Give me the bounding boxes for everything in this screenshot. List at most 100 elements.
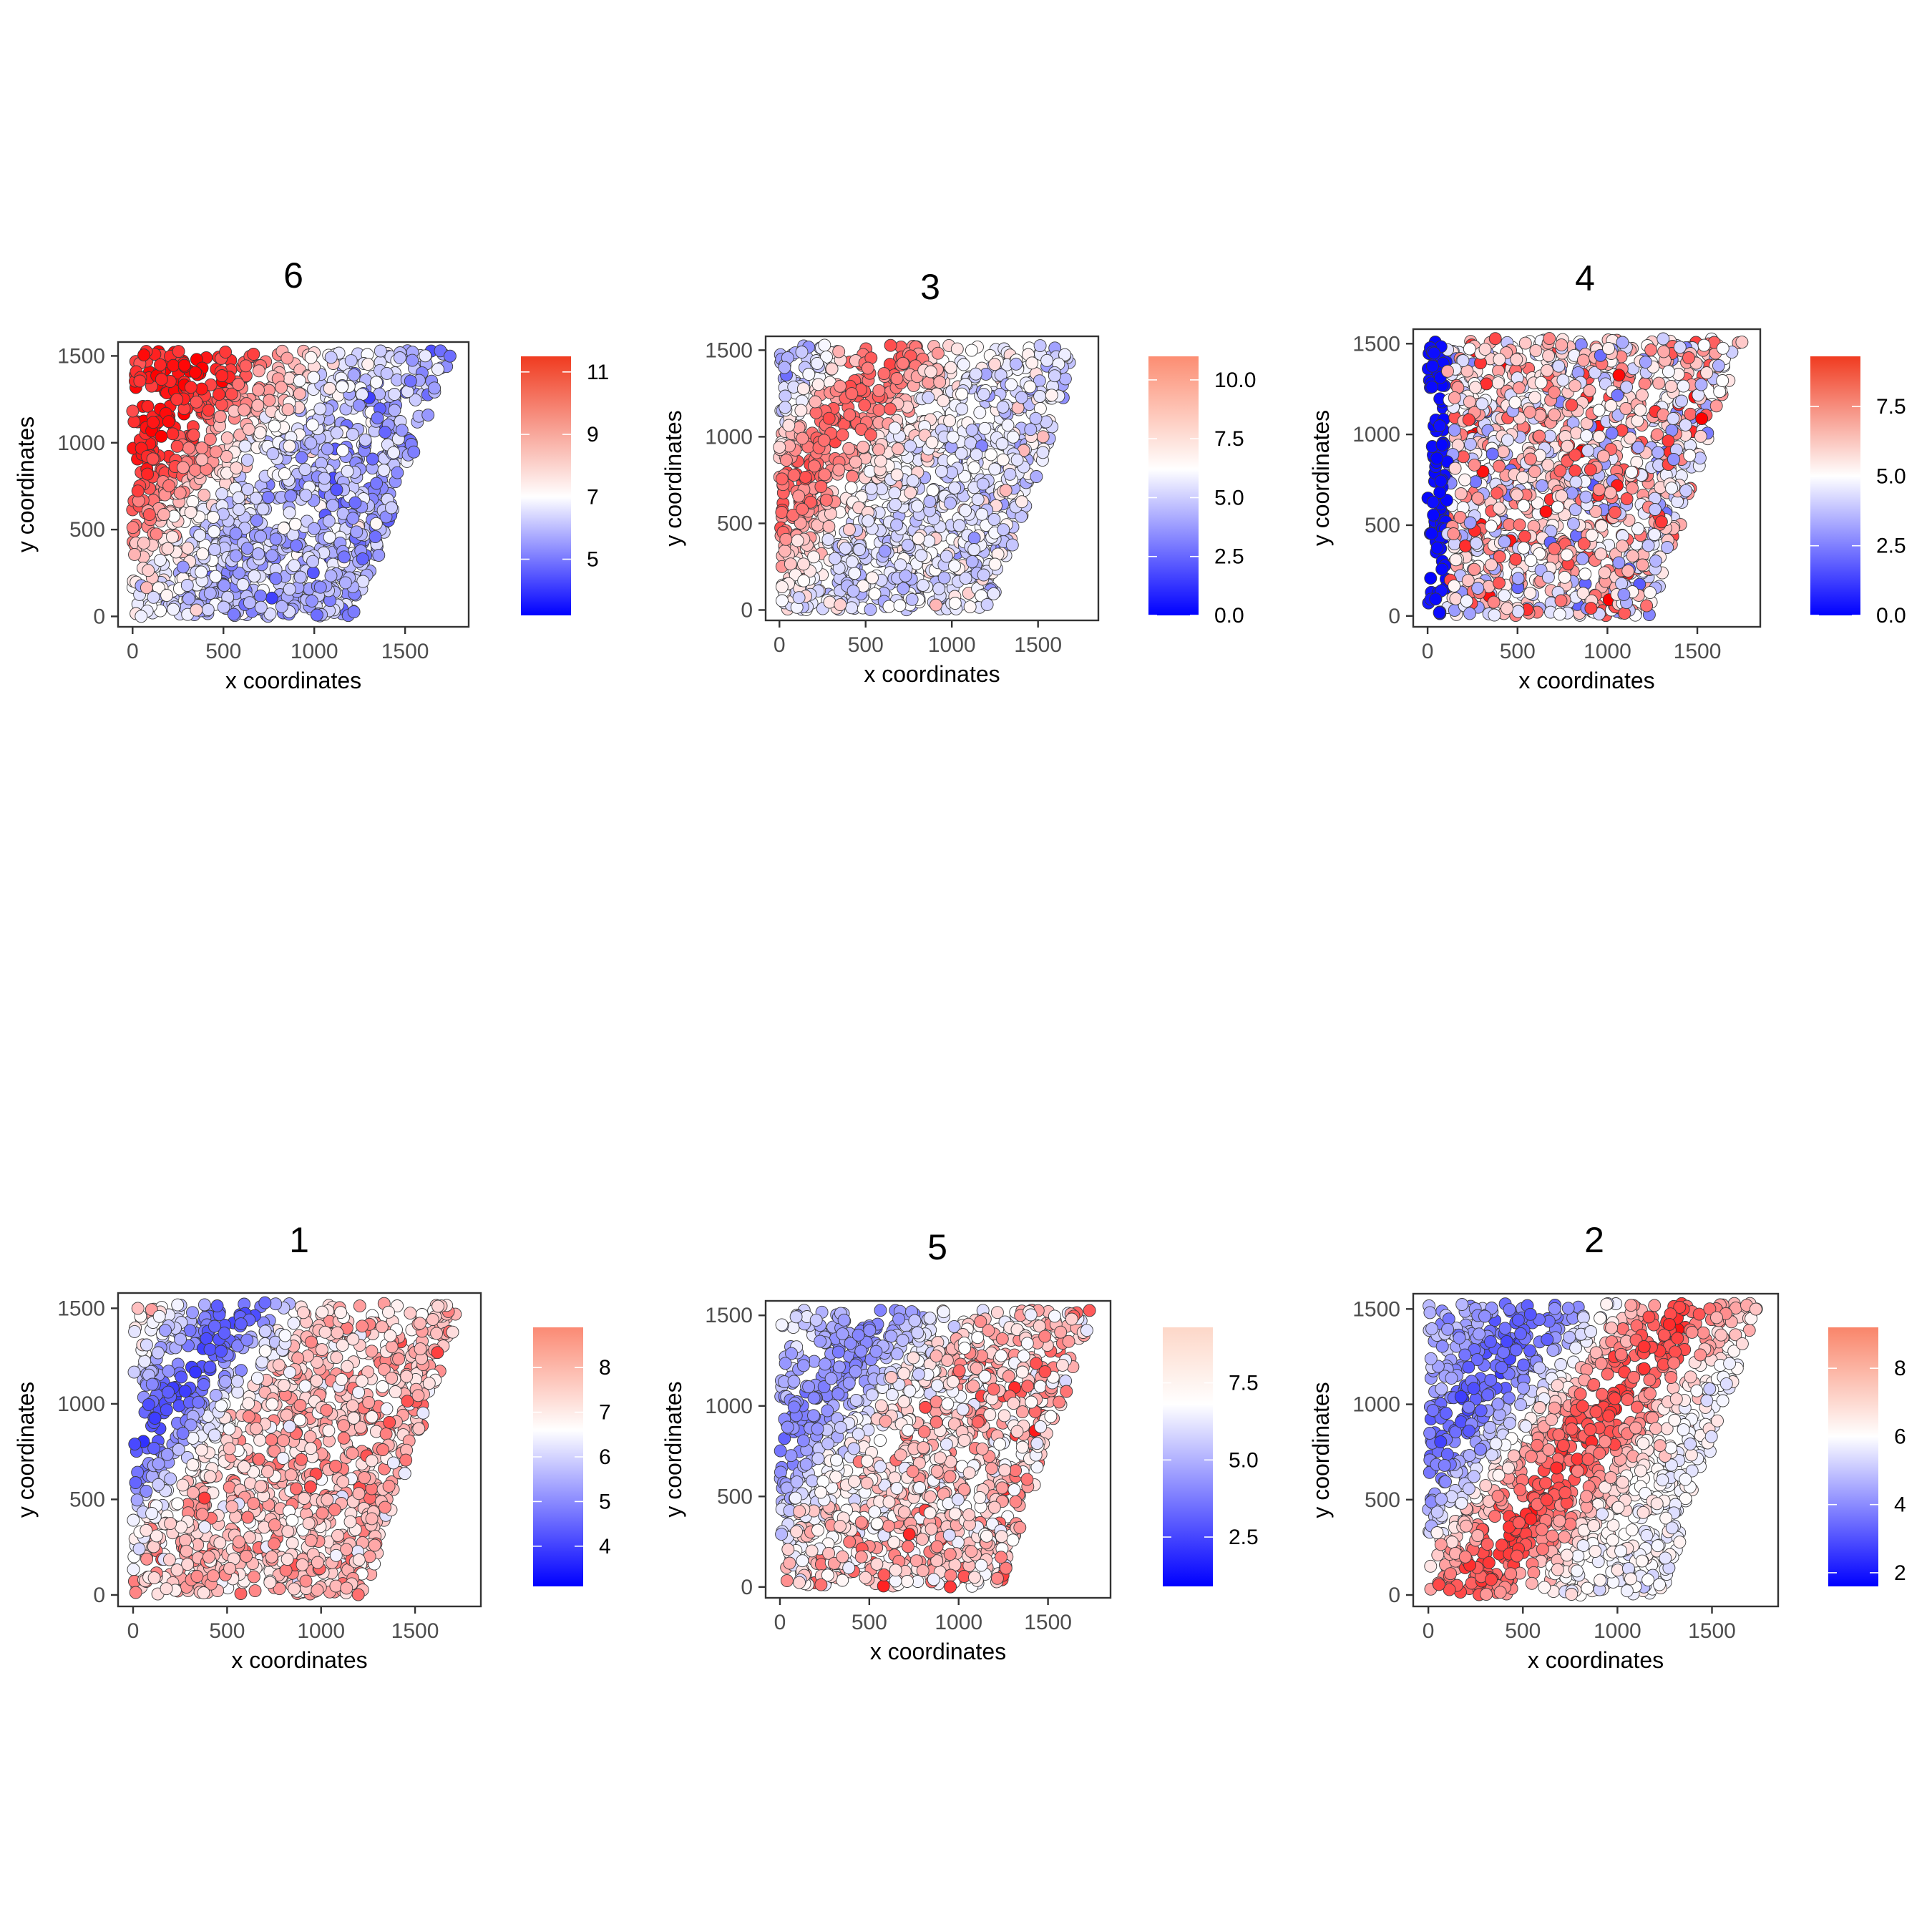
data-point	[937, 394, 950, 408]
data-point	[254, 589, 267, 602]
data-point	[155, 373, 168, 386]
data-point	[391, 466, 404, 479]
data-point	[1468, 562, 1481, 576]
data-point	[1589, 504, 1603, 518]
data-point	[1471, 582, 1485, 595]
data-point	[265, 1397, 279, 1411]
data-point	[235, 1364, 248, 1377]
data-point	[313, 580, 327, 594]
data-point	[1649, 503, 1662, 516]
data-point	[341, 464, 354, 478]
data-point	[200, 1332, 213, 1345]
data-point	[965, 555, 979, 568]
data-point	[807, 550, 821, 564]
data-point	[1463, 516, 1477, 530]
data-point	[987, 512, 1001, 526]
data-point	[404, 374, 417, 388]
data-point	[323, 381, 336, 395]
data-point	[1560, 548, 1574, 562]
data-point	[1615, 577, 1629, 590]
data-point	[140, 581, 153, 595]
data-point	[1015, 495, 1028, 509]
data-point	[971, 493, 985, 507]
data-point	[1433, 606, 1446, 620]
data-point	[984, 448, 997, 462]
data-point	[195, 565, 208, 579]
data-point	[1709, 399, 1723, 413]
data-point	[965, 424, 979, 437]
data-point	[1612, 369, 1626, 382]
data-point	[1665, 482, 1678, 495]
data-point	[853, 543, 867, 557]
data-point	[1616, 336, 1629, 349]
data-point	[1425, 359, 1439, 373]
data-point	[799, 470, 812, 484]
data-point	[842, 441, 856, 455]
data-point	[280, 351, 294, 365]
data-point	[240, 454, 254, 467]
data-point	[1553, 608, 1566, 621]
data-point	[147, 590, 160, 604]
data-point	[1025, 356, 1039, 370]
data-point	[255, 1355, 269, 1369]
data-point	[135, 610, 148, 623]
data-point	[1430, 541, 1444, 555]
data-point	[1713, 385, 1727, 399]
y-tick-label: 1500	[1352, 332, 1400, 356]
data-point	[1617, 587, 1631, 601]
data-point	[1596, 449, 1610, 463]
data-point	[937, 571, 951, 585]
data-point	[996, 453, 1010, 467]
data-point	[1561, 439, 1574, 453]
data-point	[247, 348, 260, 361]
data-point	[304, 1533, 318, 1547]
data-point	[254, 600, 268, 614]
data-point	[1551, 500, 1564, 514]
data-point	[1029, 411, 1043, 425]
panel-title: 1	[289, 1220, 309, 1260]
data-point	[931, 346, 945, 360]
data-point	[1558, 570, 1571, 584]
data-point	[269, 572, 283, 585]
data-point	[944, 497, 957, 510]
data-point	[126, 404, 140, 418]
data-point	[295, 451, 308, 464]
data-point	[1484, 519, 1498, 533]
data-point	[797, 574, 811, 587]
data-point	[1679, 484, 1693, 497]
data-point	[1485, 558, 1498, 572]
data-point	[1441, 364, 1454, 378]
data-point	[1475, 397, 1489, 411]
data-point	[857, 440, 870, 454]
data-point	[252, 383, 265, 396]
data-point	[819, 493, 833, 507]
data-point	[308, 522, 321, 535]
data-point	[878, 545, 892, 558]
y-tick-label: 0	[741, 598, 753, 622]
legend-tick-label: 7.5	[1876, 395, 1906, 419]
data-point	[176, 461, 190, 474]
data-point	[290, 539, 303, 552]
data-point	[232, 378, 245, 391]
data-point	[1498, 589, 1511, 602]
data-point	[356, 552, 369, 565]
data-point	[1568, 464, 1582, 477]
data-point	[127, 1513, 140, 1527]
data-point	[252, 364, 265, 378]
data-point	[967, 461, 981, 474]
data-point	[1661, 541, 1674, 554]
data-point	[775, 580, 789, 594]
x-tick-label: 0	[127, 640, 139, 663]
data-point	[388, 404, 401, 417]
data-point	[1579, 490, 1593, 504]
data-point	[892, 442, 904, 456]
data-point	[275, 600, 288, 613]
data-point	[1471, 492, 1485, 505]
data-point	[952, 519, 966, 532]
data-point	[795, 346, 809, 358]
data-point	[179, 1533, 192, 1547]
data-point	[198, 1521, 212, 1534]
data-point	[890, 518, 904, 532]
